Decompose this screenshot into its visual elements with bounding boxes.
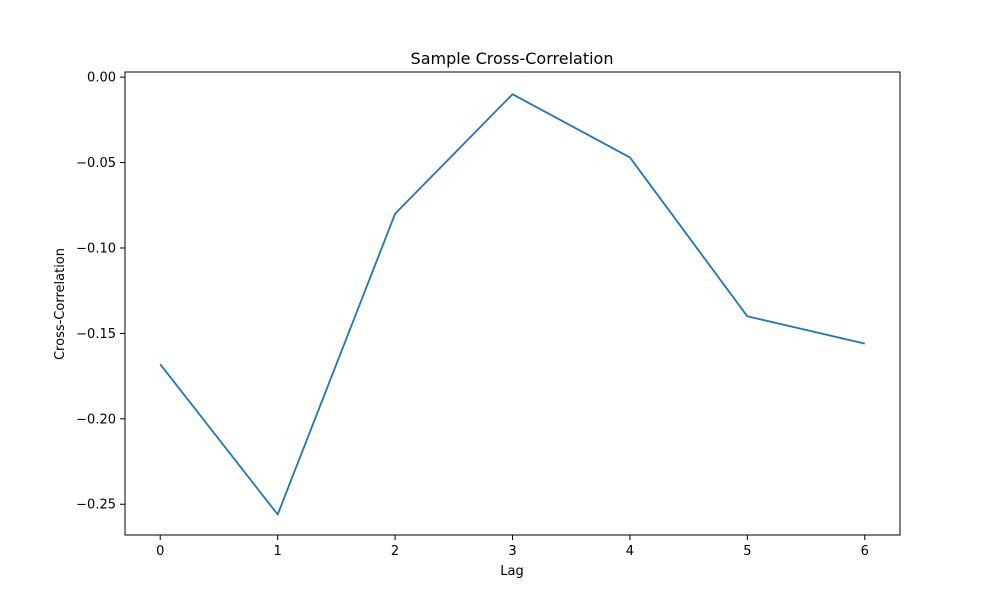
x-axis-label: Lag bbox=[500, 564, 523, 579]
x-tick-label: 2 bbox=[391, 544, 399, 559]
x-tick-label: 5 bbox=[743, 544, 751, 559]
x-tick-label: 4 bbox=[626, 544, 634, 559]
series-layer bbox=[159, 93, 866, 516]
x-tick-label: 0 bbox=[156, 544, 164, 559]
y-tick-label: −0.05 bbox=[76, 156, 116, 171]
y-tick-label: 0.00 bbox=[87, 71, 116, 86]
x-tick-label: 3 bbox=[508, 544, 516, 559]
y-tick-label: −0.10 bbox=[76, 241, 116, 256]
x-tick-label: 1 bbox=[274, 544, 282, 559]
y-axis: 0.00 −0.05 −0.10 −0.15 −0.20 −0.25 bbox=[76, 71, 125, 513]
y-tick-label: −0.25 bbox=[76, 498, 116, 513]
y-tick-label: −0.20 bbox=[76, 412, 116, 427]
plot-area bbox=[124, 71, 901, 536]
chart-title: Sample Cross-Correlation bbox=[411, 49, 614, 68]
y-axis-label: Cross-Correlation bbox=[53, 248, 68, 360]
plot-frame bbox=[124, 71, 901, 536]
x-axis: 0 1 2 3 4 5 6 bbox=[156, 535, 869, 559]
y-tick-label: −0.15 bbox=[76, 327, 116, 342]
series-line bbox=[159, 93, 866, 516]
x-tick-label: 6 bbox=[861, 544, 869, 559]
